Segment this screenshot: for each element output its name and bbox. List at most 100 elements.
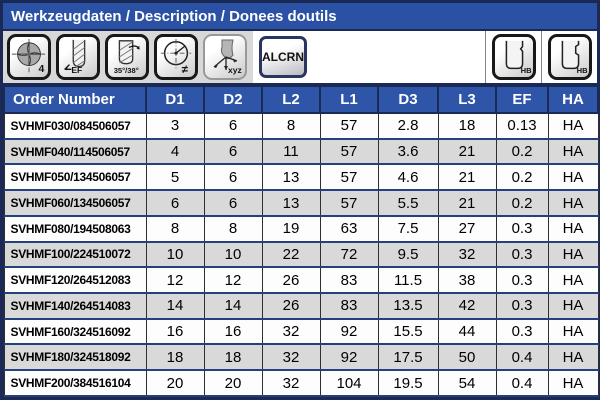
shank-type-cell-a: HB [485, 31, 541, 83]
order-number-cell: SVHMF100/224510072 [3, 240, 147, 269]
title-bar: Werkzeugdaten / Description / Donees dou… [3, 3, 597, 31]
value-cell: HA [547, 369, 599, 397]
value-cell: HA [547, 317, 599, 346]
value-cell: 72 [319, 240, 379, 269]
value-cell: 20 [145, 369, 205, 397]
value-cell: 0.2 [495, 163, 549, 192]
column-header-l3: L3 [437, 85, 497, 114]
table-row: SVHMF060/134506057 6 6 13 57 5.5 21 0.2 HA [3, 189, 599, 217]
value-cell: 5 [145, 163, 205, 192]
coating-badge: ALCRN [259, 36, 307, 78]
value-cell: 57 [319, 112, 379, 140]
value-cell: 4.6 [377, 163, 439, 192]
table-row: SVHMF080/194508063 8 8 19 63 7.5 27 0.3 HA [3, 214, 599, 243]
column-header-l1: L1 [319, 85, 379, 114]
shank-hb-icon-b: HB [547, 34, 592, 80]
coating-badge-wrap: ALCRN [253, 31, 313, 83]
icon-strip-spacer [313, 31, 485, 83]
shank-hb-label-b: HB [576, 66, 587, 75]
value-cell: 11.5 [377, 266, 439, 295]
value-cell: 18 [203, 343, 263, 372]
value-cell: 14 [203, 292, 263, 320]
value-cell: 0.3 [495, 317, 549, 346]
value-cell: 38 [437, 266, 497, 295]
flute-count-label: 4 [39, 64, 45, 75]
column-header-ef: EF [495, 85, 549, 114]
xyz-axes-icon: xyz [203, 34, 247, 80]
value-cell: 13 [261, 189, 321, 217]
flute-count-icon: 4 [7, 34, 51, 80]
column-header-d1: D1 [145, 85, 205, 114]
value-cell: 12 [145, 266, 205, 295]
tool-data-table: Order Number D1 D2 L2 L1 D3 L3 EF HA SVHMF030/08… [3, 85, 599, 397]
value-cell: 18 [145, 343, 205, 372]
value-cell: 4 [145, 137, 205, 166]
value-cell: 16 [203, 317, 263, 346]
value-cell: 9.5 [377, 240, 439, 269]
value-cell: HA [547, 292, 599, 320]
value-cell: 6 [203, 163, 263, 192]
value-cell: 32 [261, 343, 321, 372]
column-header-ha: HA [547, 85, 599, 114]
value-cell: 32 [261, 369, 321, 397]
value-cell: 20 [203, 369, 263, 397]
value-cell: 10 [203, 240, 263, 269]
shank-hb-icon-a: HB [491, 34, 536, 80]
value-cell: 19 [261, 214, 321, 243]
value-cell: 15.5 [377, 317, 439, 346]
order-number-cell: SVHMF120/264512083 [3, 266, 147, 295]
value-cell: 83 [319, 266, 379, 295]
value-cell: HA [547, 343, 599, 372]
order-number-cell: SVHMF080/194508063 [3, 214, 147, 243]
table-header-row: Order Number D1 D2 L2 L1 D3 L3 EF HA [3, 85, 599, 114]
order-number-cell: SVHMF140/264514083 [3, 292, 147, 320]
value-cell: 12 [203, 266, 263, 295]
value-cell: 8 [145, 214, 205, 243]
column-header-order-number: Order Number [3, 85, 147, 114]
value-cell: 27 [437, 214, 497, 243]
shank-type-cell-b: HB [541, 31, 597, 83]
value-cell: 54 [437, 369, 497, 397]
table-row: SVHMF120/264512083 12 12 26 83 11.5 38 0.3 HA [3, 266, 599, 295]
value-cell: 0.2 [495, 137, 549, 166]
value-cell: 21 [437, 137, 497, 166]
value-cell: HA [547, 266, 599, 295]
table-row: SVHMF050/134506057 5 6 13 57 4.6 21 0.2 HA [3, 163, 599, 192]
order-number-cell: SVHMF200/384516104 [3, 369, 147, 397]
value-cell: HA [547, 214, 599, 243]
value-cell: 0.3 [495, 292, 549, 320]
order-number-cell: SVHMF060/134506057 [3, 189, 147, 217]
table-row: SVHMF040/114506057 4 6 11 57 3.6 21 0.2 HA [3, 137, 599, 166]
value-cell: 44 [437, 317, 497, 346]
value-cell: 92 [319, 317, 379, 346]
value-cell: HA [547, 240, 599, 269]
value-cell: 0.3 [495, 266, 549, 295]
value-cell: 18 [437, 112, 497, 140]
coating-label: ALCRN [262, 50, 304, 64]
value-cell: 32 [261, 317, 321, 346]
value-cell: HA [547, 189, 599, 217]
value-cell: 83 [319, 292, 379, 320]
order-number-cell: SVHMF160/324516092 [3, 317, 147, 346]
value-cell: 5.5 [377, 189, 439, 217]
value-cell: HA [547, 163, 599, 192]
value-cell: 21 [437, 163, 497, 192]
unequal-pitch-icon: ≠ [154, 34, 198, 80]
value-cell: 19.5 [377, 369, 439, 397]
order-number-cell: SVHMF180/324518092 [3, 343, 147, 372]
value-cell: 63 [319, 214, 379, 243]
value-cell: 0.3 [495, 240, 549, 269]
page-title: Werkzeugdaten / Description / Donees dou… [11, 7, 337, 25]
value-cell: HA [547, 137, 599, 166]
value-cell: 16 [145, 317, 205, 346]
value-cell: 57 [319, 189, 379, 217]
value-cell: 32 [437, 240, 497, 269]
end-face-label: EF [71, 65, 82, 75]
value-cell: 14 [145, 292, 205, 320]
value-cell: 6 [203, 137, 263, 166]
value-cell: 0.4 [495, 343, 549, 372]
table-row: SVHMF200/384516104 20 20 32 104 19.5 54 0.4 HA [3, 369, 599, 397]
value-cell: 22 [261, 240, 321, 269]
end-face-ef-icon: EF [56, 34, 100, 80]
